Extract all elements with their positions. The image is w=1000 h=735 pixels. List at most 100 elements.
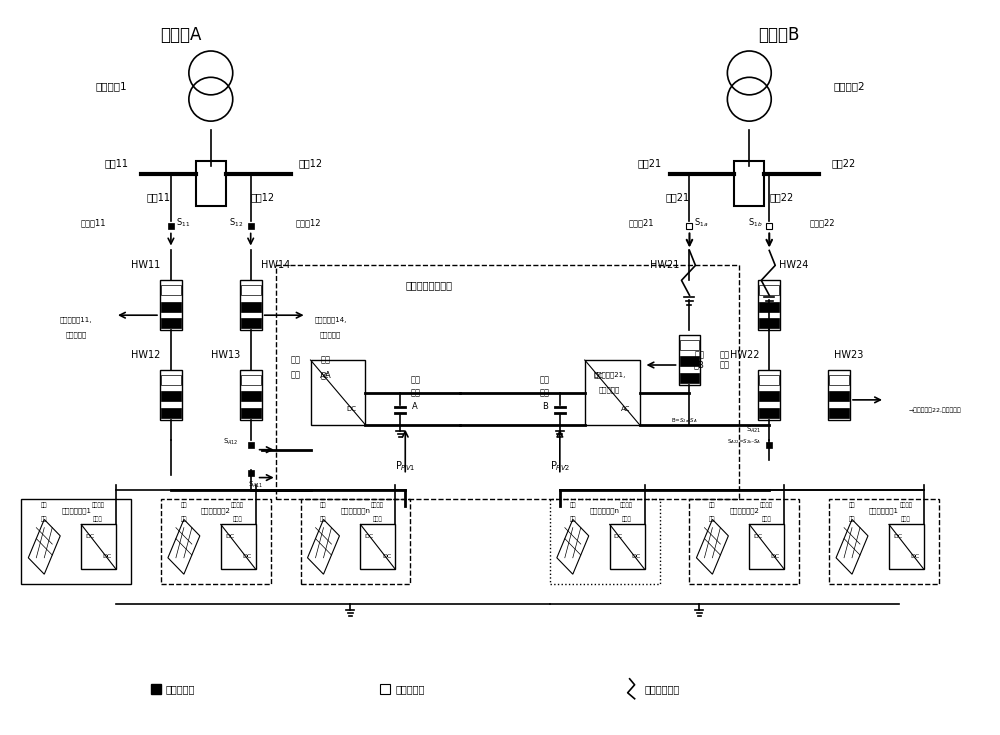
Bar (301, 500, 410, 584)
Bar (680, 356, 699, 366)
Text: 主变压器1: 主变压器1 (95, 81, 127, 91)
Text: 阵列: 阵列 (570, 517, 576, 522)
Bar (759, 285, 779, 295)
Text: AC: AC (621, 406, 631, 412)
Text: DC: DC (347, 406, 357, 412)
Bar (161, 500, 271, 584)
Bar (241, 285, 261, 295)
Text: 馈线11: 馈线11 (147, 193, 171, 203)
Text: DC: DC (893, 534, 902, 539)
Text: 联络断路器14,: 联络断路器14, (314, 317, 347, 323)
Text: 线路接地故障: 线路接地故障 (645, 684, 680, 694)
Text: 馈线22: 馈线22 (769, 193, 794, 203)
Text: 光伏发电单元n: 光伏发电单元n (340, 508, 370, 514)
Text: 交流
母线: 交流 母线 (719, 351, 729, 370)
Text: 光伏: 光伏 (709, 503, 716, 508)
Bar (241, 375, 261, 384)
Text: S$_{12}$: S$_{12}$ (229, 216, 244, 229)
Text: DC: DC (631, 554, 640, 559)
Bar (759, 301, 779, 312)
Bar (161, 408, 181, 417)
Text: 馈线12: 馈线12 (251, 193, 275, 203)
Bar (550, 500, 660, 584)
Text: 母线: 母线 (291, 370, 301, 379)
Text: 直流: 直流 (410, 376, 420, 384)
Bar (734, 161, 764, 206)
Bar (161, 301, 181, 312)
Text: HW13: HW13 (211, 350, 240, 360)
Text: 光伏发电单元2: 光伏发电单元2 (729, 508, 759, 514)
Bar (829, 375, 849, 384)
Text: S$_{11}$: S$_{11}$ (176, 216, 190, 229)
Bar (160, 280, 182, 330)
Text: DC: DC (364, 534, 374, 539)
Text: S$_{1a}$: S$_{1a}$ (694, 216, 709, 229)
Text: 变换器: 变换器 (372, 517, 382, 522)
Text: 母线: 母线 (540, 388, 550, 398)
Text: 联络断路器21,: 联络断路器21, (594, 372, 626, 379)
Text: 母线: 母线 (410, 388, 420, 398)
Bar (81, 524, 116, 569)
Bar (766, 223, 772, 229)
Text: 变换器: 变换器 (901, 517, 911, 522)
Text: 直流升压: 直流升压 (92, 503, 105, 508)
Bar (276, 265, 739, 500)
Text: 断路器21: 断路器21 (629, 218, 655, 227)
Text: DC: DC (382, 554, 391, 559)
Text: S$_{A22}$=$S_{2b}$-$S_A$: S$_{A22}$=$S_{2b}$-$S_A$ (727, 437, 761, 446)
Text: 至其它馈线: 至其它馈线 (599, 387, 620, 393)
Text: S$_{A11}$: S$_{A11}$ (248, 479, 263, 490)
Bar (686, 223, 692, 229)
Text: DC: DC (753, 534, 763, 539)
Text: HW12: HW12 (131, 350, 161, 360)
Text: →联络断路器22,至其它馈线: →联络断路器22,至其它馈线 (909, 407, 962, 412)
Bar (759, 318, 779, 328)
Text: 至其它馈线: 至其它馈线 (66, 331, 87, 338)
Text: 变换器: 变换器 (233, 517, 243, 522)
Text: B=$S_{2a}$-$S_A$: B=$S_{2a}$-$S_A$ (671, 416, 698, 425)
Bar (680, 340, 699, 350)
Bar (829, 391, 849, 401)
Bar (240, 370, 262, 420)
Text: P$_{PV2}$: P$_{PV2}$ (550, 459, 570, 473)
Bar (828, 370, 850, 420)
Text: S$_{1b}$: S$_{1b}$ (748, 216, 762, 229)
Text: 阵列: 阵列 (41, 517, 48, 522)
Bar (679, 335, 700, 385)
Text: 变换器: 变换器 (761, 517, 771, 522)
Text: 馈线21: 馈线21 (665, 193, 689, 203)
Text: 变电站A: 变电站A (160, 26, 202, 44)
Bar (749, 524, 784, 569)
Text: 母线22: 母线22 (832, 158, 856, 168)
Bar (758, 280, 780, 330)
Text: DC: DC (614, 534, 623, 539)
Text: 断路器11: 断路器11 (81, 218, 106, 227)
Text: 直流升压: 直流升压 (899, 503, 912, 508)
Text: HW21: HW21 (650, 260, 679, 270)
Text: 阵列: 阵列 (320, 517, 327, 522)
Bar (585, 360, 640, 425)
Bar (758, 370, 780, 420)
Text: 母线21: 母线21 (638, 158, 662, 168)
Bar (161, 318, 181, 328)
Text: 直流升压: 直流升压 (760, 503, 773, 508)
Bar (248, 442, 254, 448)
Text: 阵列: 阵列 (181, 517, 187, 522)
Bar (248, 470, 254, 476)
Text: 母线11: 母线11 (104, 158, 128, 168)
Text: S$_{A21}$: S$_{A21}$ (746, 425, 762, 435)
Text: 光伏: 光伏 (181, 503, 187, 508)
Text: 变换器: 变换器 (93, 517, 103, 522)
Text: B: B (542, 402, 548, 412)
Text: HW11: HW11 (131, 260, 161, 270)
Bar (766, 442, 772, 448)
Bar (360, 524, 395, 569)
Text: A: A (412, 402, 418, 412)
Bar (680, 373, 699, 383)
Text: AC: AC (320, 373, 329, 379)
Text: 断路器22: 断路器22 (809, 218, 835, 227)
Bar (21, 500, 131, 584)
Bar (168, 223, 174, 229)
Text: 直流升压: 直流升压 (231, 503, 244, 508)
Text: HW24: HW24 (779, 260, 809, 270)
